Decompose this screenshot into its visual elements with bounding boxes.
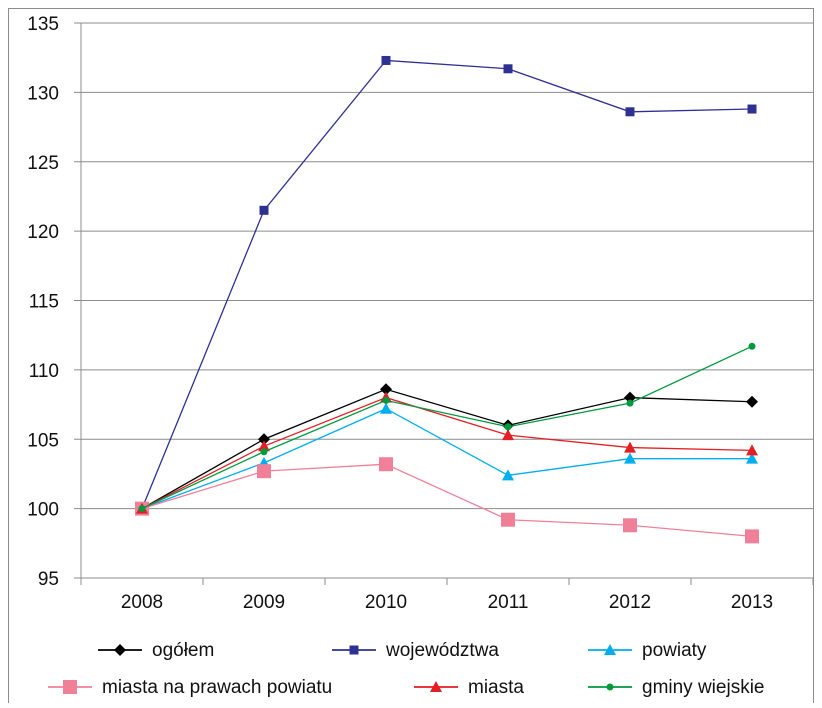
data-point	[382, 396, 390, 404]
y-tick-label: 130	[27, 83, 59, 104]
y-tick-label: 95	[38, 569, 59, 590]
legend-marker	[606, 683, 614, 691]
data-point	[379, 457, 393, 472]
data-point	[258, 433, 270, 446]
data-point	[502, 469, 514, 481]
series-lines	[135, 55, 759, 544]
legend-label: powiaty	[642, 640, 707, 661]
data-point	[380, 402, 392, 414]
data-point	[746, 444, 758, 456]
data-point	[625, 107, 635, 117]
legend-marker	[114, 644, 126, 656]
x-tick-label: 2008	[121, 592, 163, 613]
legend-label: miasta	[468, 677, 524, 698]
data-point	[260, 448, 268, 456]
legend-marker	[63, 680, 77, 694]
x-tick-label: 2013	[731, 592, 773, 613]
data-point	[504, 423, 512, 431]
legend-marker	[349, 645, 359, 655]
series-line	[141, 388, 753, 510]
y-tick-label: 125	[27, 153, 59, 174]
legend-item: powiaty	[588, 640, 707, 661]
data-point	[623, 518, 637, 533]
legend-label: ogółem	[152, 640, 214, 661]
data-point	[381, 55, 391, 65]
data-point	[748, 342, 756, 350]
series-line	[141, 59, 753, 509]
series-line	[141, 396, 753, 510]
legend-label: województwa	[385, 640, 499, 661]
data-point	[747, 104, 757, 114]
legend-label: miasta na prawach powiatu	[102, 677, 332, 698]
y-tick-label: 105	[27, 430, 59, 451]
x-tick-label: 2009	[243, 592, 285, 613]
chart-border	[8, 8, 814, 704]
data-point	[502, 429, 514, 441]
data-point	[624, 391, 636, 404]
legend-marker	[604, 644, 616, 655]
legend-label: gminy wiejskie	[642, 677, 764, 698]
series-line	[141, 463, 753, 538]
legend-marker	[430, 681, 442, 692]
data-point	[626, 399, 634, 407]
x-tick-label: 2011	[488, 592, 529, 613]
x-tick-label: 2012	[609, 592, 651, 613]
series-gminy-wiejskie	[138, 342, 756, 513]
axes: 95 100 105 110 115 120 125 130 135 2008 2009 2010 20…	[27, 14, 814, 613]
data-point	[138, 505, 146, 513]
data-point	[257, 464, 271, 479]
data-point	[503, 64, 513, 74]
data-point	[258, 440, 270, 452]
data-point	[259, 205, 269, 215]
y-tick-label: 135	[27, 14, 59, 35]
x-tick-label: 2010	[365, 592, 407, 613]
y-tick-label: 110	[29, 361, 59, 382]
series-miasta-na-prawach-powiatu	[135, 457, 759, 544]
legend: ogółem województwa powiaty miasta na prawac…	[48, 640, 764, 698]
data-point	[380, 383, 392, 396]
data-point	[624, 441, 636, 453]
data-point	[746, 452, 758, 464]
data-point	[501, 512, 515, 527]
legend-item: miasta na prawach powiatu	[48, 677, 332, 698]
legend-item: miasta	[414, 677, 524, 698]
series-ogółem	[136, 383, 758, 515]
y-tick-label: 115	[29, 292, 59, 313]
data-point	[745, 529, 759, 544]
legend-item: gminy wiejskie	[588, 677, 764, 698]
legend-item: województwa	[332, 640, 499, 661]
data-point	[624, 452, 636, 464]
series-line	[141, 345, 753, 510]
y-tick-label: 100	[27, 500, 59, 521]
legend-item: ogółem	[98, 640, 214, 661]
data-point	[746, 395, 758, 408]
gridlines	[81, 22, 813, 510]
y-tick-label: 120	[27, 222, 59, 243]
series-line	[141, 408, 752, 510]
